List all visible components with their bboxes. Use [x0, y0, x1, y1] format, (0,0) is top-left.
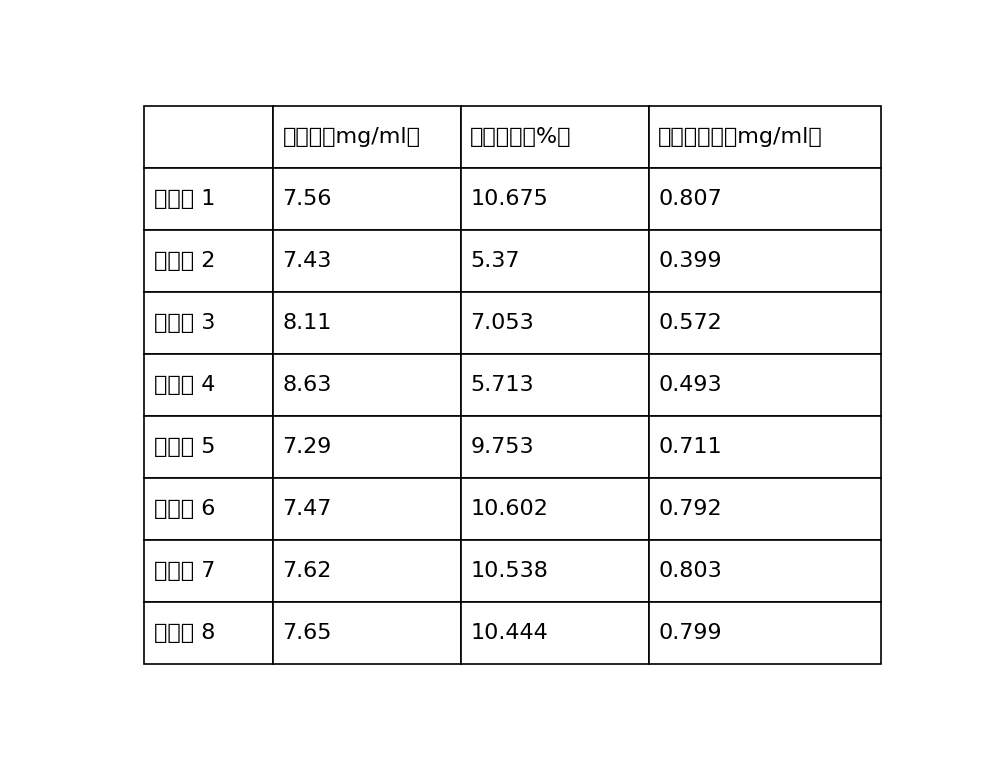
- Text: 0.807: 0.807: [658, 189, 722, 209]
- Bar: [144, 478, 273, 540]
- Bar: [273, 106, 461, 169]
- Bar: [649, 540, 881, 602]
- Bar: [144, 169, 273, 230]
- Text: 7.29: 7.29: [283, 437, 332, 457]
- Text: 实施例 1: 实施例 1: [154, 189, 215, 209]
- Bar: [144, 106, 273, 169]
- Bar: [273, 169, 461, 230]
- Text: 0.399: 0.399: [658, 251, 722, 272]
- Text: 7.65: 7.65: [283, 623, 332, 643]
- Text: 10.675: 10.675: [470, 189, 548, 209]
- Bar: [461, 354, 649, 417]
- Text: 7.053: 7.053: [470, 314, 534, 333]
- Text: 实施例 5: 实施例 5: [154, 437, 215, 457]
- Text: 0.711: 0.711: [658, 437, 722, 457]
- Text: 0.493: 0.493: [658, 375, 722, 395]
- Bar: [649, 106, 881, 169]
- Text: 0.572: 0.572: [658, 314, 722, 333]
- Text: 多糖总含量（mg/ml）: 多糖总含量（mg/ml）: [658, 127, 823, 147]
- Bar: [144, 417, 273, 478]
- Text: 实施例 3: 实施例 3: [154, 314, 215, 333]
- Text: 多糖含量（%）: 多糖含量（%）: [470, 127, 572, 147]
- Text: 8.11: 8.11: [283, 314, 332, 333]
- Text: 7.43: 7.43: [283, 251, 332, 272]
- Bar: [461, 602, 649, 665]
- Bar: [144, 602, 273, 665]
- Bar: [273, 478, 461, 540]
- Bar: [649, 230, 881, 292]
- Text: 0.799: 0.799: [658, 623, 722, 643]
- Text: 实施例 4: 实施例 4: [154, 375, 215, 395]
- Text: 10.602: 10.602: [470, 499, 548, 520]
- Text: 9.753: 9.753: [470, 437, 534, 457]
- Text: 实施例 8: 实施例 8: [154, 623, 215, 643]
- Bar: [461, 106, 649, 169]
- Text: 生物量（mg/ml）: 生物量（mg/ml）: [283, 127, 421, 147]
- Text: 实施例 7: 实施例 7: [154, 562, 215, 581]
- Text: 0.803: 0.803: [658, 562, 722, 581]
- Bar: [273, 602, 461, 665]
- Bar: [649, 169, 881, 230]
- Bar: [273, 540, 461, 602]
- Bar: [144, 354, 273, 417]
- Bar: [649, 292, 881, 354]
- Text: 5.713: 5.713: [470, 375, 534, 395]
- Bar: [649, 354, 881, 417]
- Bar: [461, 540, 649, 602]
- Bar: [461, 292, 649, 354]
- Text: 7.56: 7.56: [283, 189, 332, 209]
- Text: 5.37: 5.37: [470, 251, 520, 272]
- Text: 7.47: 7.47: [283, 499, 332, 520]
- Bar: [461, 230, 649, 292]
- Text: 实施例 2: 实施例 2: [154, 251, 215, 272]
- Bar: [649, 478, 881, 540]
- Text: 7.62: 7.62: [283, 562, 332, 581]
- Bar: [273, 292, 461, 354]
- Text: 10.538: 10.538: [470, 562, 548, 581]
- Bar: [649, 602, 881, 665]
- Bar: [461, 478, 649, 540]
- Text: 实施例 6: 实施例 6: [154, 499, 215, 520]
- Bar: [144, 292, 273, 354]
- Bar: [273, 354, 461, 417]
- Text: 10.444: 10.444: [470, 623, 548, 643]
- Bar: [461, 169, 649, 230]
- Bar: [144, 540, 273, 602]
- Bar: [273, 230, 461, 292]
- Text: 0.792: 0.792: [658, 499, 722, 520]
- Bar: [649, 417, 881, 478]
- Bar: [273, 417, 461, 478]
- Text: 8.63: 8.63: [283, 375, 332, 395]
- Bar: [461, 417, 649, 478]
- Bar: [144, 230, 273, 292]
